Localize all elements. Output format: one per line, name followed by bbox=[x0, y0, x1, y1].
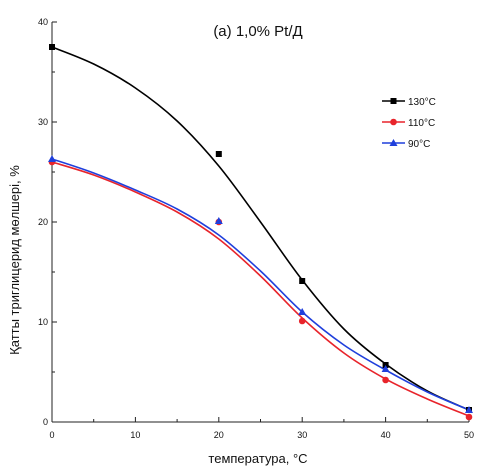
y-axis-label: Қатты триглицерид мөлшері, % bbox=[7, 165, 22, 355]
x-axis-label: температура, °C bbox=[208, 451, 307, 466]
y-tick-label: 10 bbox=[38, 317, 48, 327]
series-markers bbox=[48, 44, 473, 421]
y-axis-ticks: 0 10 20 30 40 bbox=[38, 17, 57, 427]
x-tick-label: 40 bbox=[381, 430, 391, 440]
x-tick-label: 10 bbox=[130, 430, 140, 440]
legend-marker-90c bbox=[389, 139, 398, 146]
y-tick-label: 0 bbox=[43, 417, 48, 427]
data-point-110c bbox=[382, 376, 389, 384]
data-point-130c bbox=[215, 151, 222, 157]
legend-marker-130c bbox=[390, 98, 397, 104]
chart-title: (a) 1,0% Pt/Д bbox=[213, 23, 302, 40]
data-point-90c bbox=[214, 217, 223, 224]
series-line-130c bbox=[51, 46, 470, 411]
data-point-130c bbox=[299, 278, 306, 284]
y-tick-label: 30 bbox=[38, 117, 48, 127]
x-tick-label: 20 bbox=[214, 430, 224, 440]
legend-label-110c: 110°C bbox=[408, 118, 435, 129]
x-tick-label: 0 bbox=[49, 430, 54, 440]
data-point-110c bbox=[298, 317, 306, 325]
data-point-110c bbox=[465, 413, 473, 421]
x-axis-ticks: 0 10 20 30 40 50 bbox=[49, 417, 474, 440]
data-point-90c bbox=[48, 155, 56, 162]
series-line-110c bbox=[51, 161, 470, 417]
legend-label-90c: 90°C bbox=[408, 139, 430, 150]
data-point-90c bbox=[465, 406, 473, 413]
legend-marker-110c bbox=[390, 118, 397, 126]
data-point-90c bbox=[298, 308, 307, 315]
x-tick-label: 50 bbox=[464, 430, 474, 440]
x-tick-label: 30 bbox=[297, 430, 307, 440]
data-point-130c bbox=[49, 44, 55, 50]
legend: 130°C 110°C 90°C bbox=[382, 97, 436, 150]
series-lines bbox=[51, 46, 470, 417]
data-point-90c bbox=[381, 365, 390, 372]
series-line-90c bbox=[51, 158, 470, 411]
y-tick-label: 20 bbox=[38, 217, 48, 227]
legend-label-130c: 130°C bbox=[408, 97, 436, 108]
y-tick-label: 40 bbox=[38, 17, 48, 27]
